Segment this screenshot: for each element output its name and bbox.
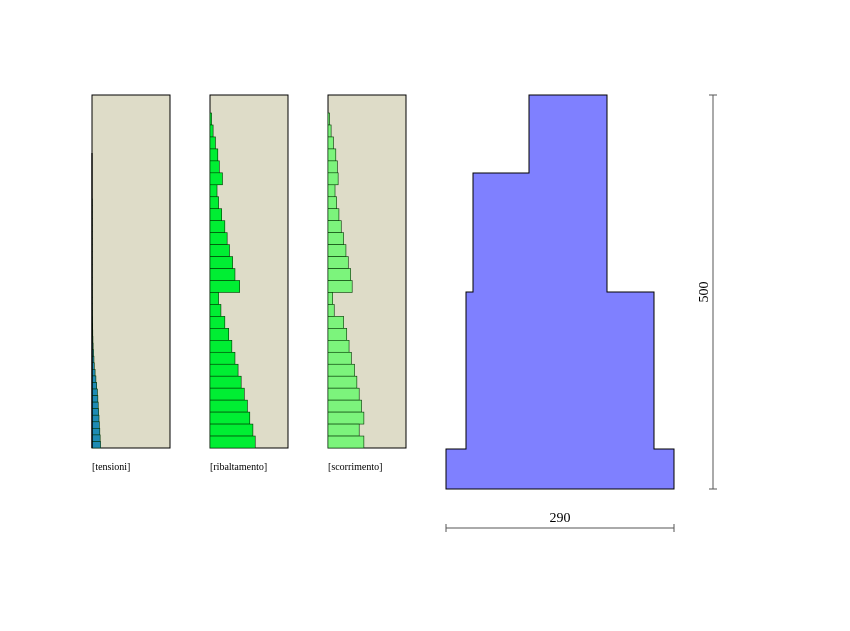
- scorrimento-bar: [327, 399, 362, 413]
- ribaltamento-panel: [ribaltamento]: [209, 94, 289, 473]
- tensioni-bar: [91, 428, 101, 436]
- wall-cross-section: [445, 94, 675, 490]
- width-dimension: 290: [445, 511, 675, 532]
- scorrimento-bar: [327, 244, 347, 257]
- ribaltamento-bar: [209, 208, 222, 221]
- scorrimento-bar: [327, 411, 365, 425]
- ribaltamento-bar: [209, 435, 256, 449]
- ribaltamento-bar: [209, 375, 242, 389]
- ribaltamento-bar: [209, 160, 220, 174]
- scorrimento-bar: [327, 148, 337, 162]
- ribaltamento-bar: [209, 124, 214, 138]
- ribaltamento-bar: [209, 256, 233, 269]
- ribaltamento-bar: [209, 184, 218, 198]
- ribaltamento-bar: [209, 363, 239, 377]
- scorrimento-bar: [327, 316, 344, 329]
- scorrimento-bar: [327, 292, 333, 305]
- scorrimento-bar: [327, 112, 330, 126]
- scorrimento-bar: [327, 363, 355, 377]
- ribaltamento-bar: [209, 328, 230, 341]
- tensioni-bar: [91, 401, 99, 409]
- ribaltamento-bar: [209, 399, 248, 413]
- ribaltamento-bar: [209, 411, 251, 425]
- tensioni-bar: [91, 441, 101, 449]
- scorrimento-bar: [327, 124, 332, 138]
- tensioni-bar: [91, 395, 99, 403]
- tensioni-bar: [91, 421, 100, 429]
- tensioni-bar: [91, 434, 101, 442]
- ribaltamento-bar: [209, 340, 233, 353]
- tensioni-label: [tensioni]: [92, 462, 130, 473]
- ribaltamento-bar: [209, 112, 212, 126]
- scorrimento-bar: [327, 256, 349, 269]
- ribaltamento-bar: [209, 423, 254, 437]
- scorrimento-bar: [327, 136, 334, 150]
- scorrimento-bar: [327, 172, 339, 186]
- ribaltamento-bar: [209, 244, 230, 257]
- ribaltamento-bar: [209, 220, 226, 233]
- scorrimento-bar: [327, 208, 340, 221]
- ribaltamento-bar: [209, 148, 219, 162]
- tensioni-panel: [tensioni]: [91, 94, 171, 473]
- ribaltamento-bar: [209, 316, 226, 329]
- scorrimento-bar: [327, 220, 342, 233]
- ribaltamento-bar: [209, 292, 219, 305]
- height-dimension-label: 500: [697, 282, 712, 303]
- ribaltamento-bar: [209, 268, 236, 281]
- ribaltamento-bar: [209, 387, 245, 401]
- ribaltamento-bar: [209, 280, 240, 293]
- scorrimento-bar: [327, 268, 351, 281]
- tensioni-bar: [91, 408, 99, 416]
- scorrimento-bar: [327, 328, 348, 341]
- ribaltamento-bar: [209, 351, 236, 365]
- scorrimento-bars: [327, 112, 365, 449]
- height-dimension: 500: [697, 94, 717, 490]
- tensioni-panel-background: [91, 94, 171, 449]
- ribaltamento-bar: [209, 172, 223, 186]
- ribaltamento-bar: [209, 136, 216, 150]
- width-dimension-label: 290: [550, 511, 571, 526]
- scorrimento-bar: [327, 304, 335, 317]
- scorrimento-bar: [327, 160, 338, 174]
- scorrimento-panel: [scorrimento]: [327, 94, 407, 473]
- ribaltamento-bars: [209, 112, 256, 449]
- scorrimento-bar: [327, 184, 336, 198]
- scorrimento-label: [scorrimento]: [328, 462, 382, 473]
- scorrimento-bar: [327, 280, 353, 293]
- scorrimento-bar: [327, 423, 360, 437]
- scorrimento-bar: [327, 340, 350, 353]
- ribaltamento-bar: [209, 196, 219, 210]
- scorrimento-bar: [327, 387, 360, 401]
- tensioni-bar: [91, 414, 100, 423]
- tensioni-bar: [91, 388, 98, 396]
- scorrimento-bar: [327, 375, 358, 389]
- tensioni-bars: [91, 153, 101, 449]
- scorrimento-bar: [327, 196, 337, 210]
- ribaltamento-bar: [209, 232, 228, 245]
- scorrimento-bar: [327, 435, 365, 449]
- ribaltamento-label: [ribaltamento]: [210, 462, 267, 473]
- scorrimento-bar: [327, 351, 352, 365]
- scorrimento-bar: [327, 232, 344, 245]
- ribaltamento-bar: [209, 304, 222, 317]
